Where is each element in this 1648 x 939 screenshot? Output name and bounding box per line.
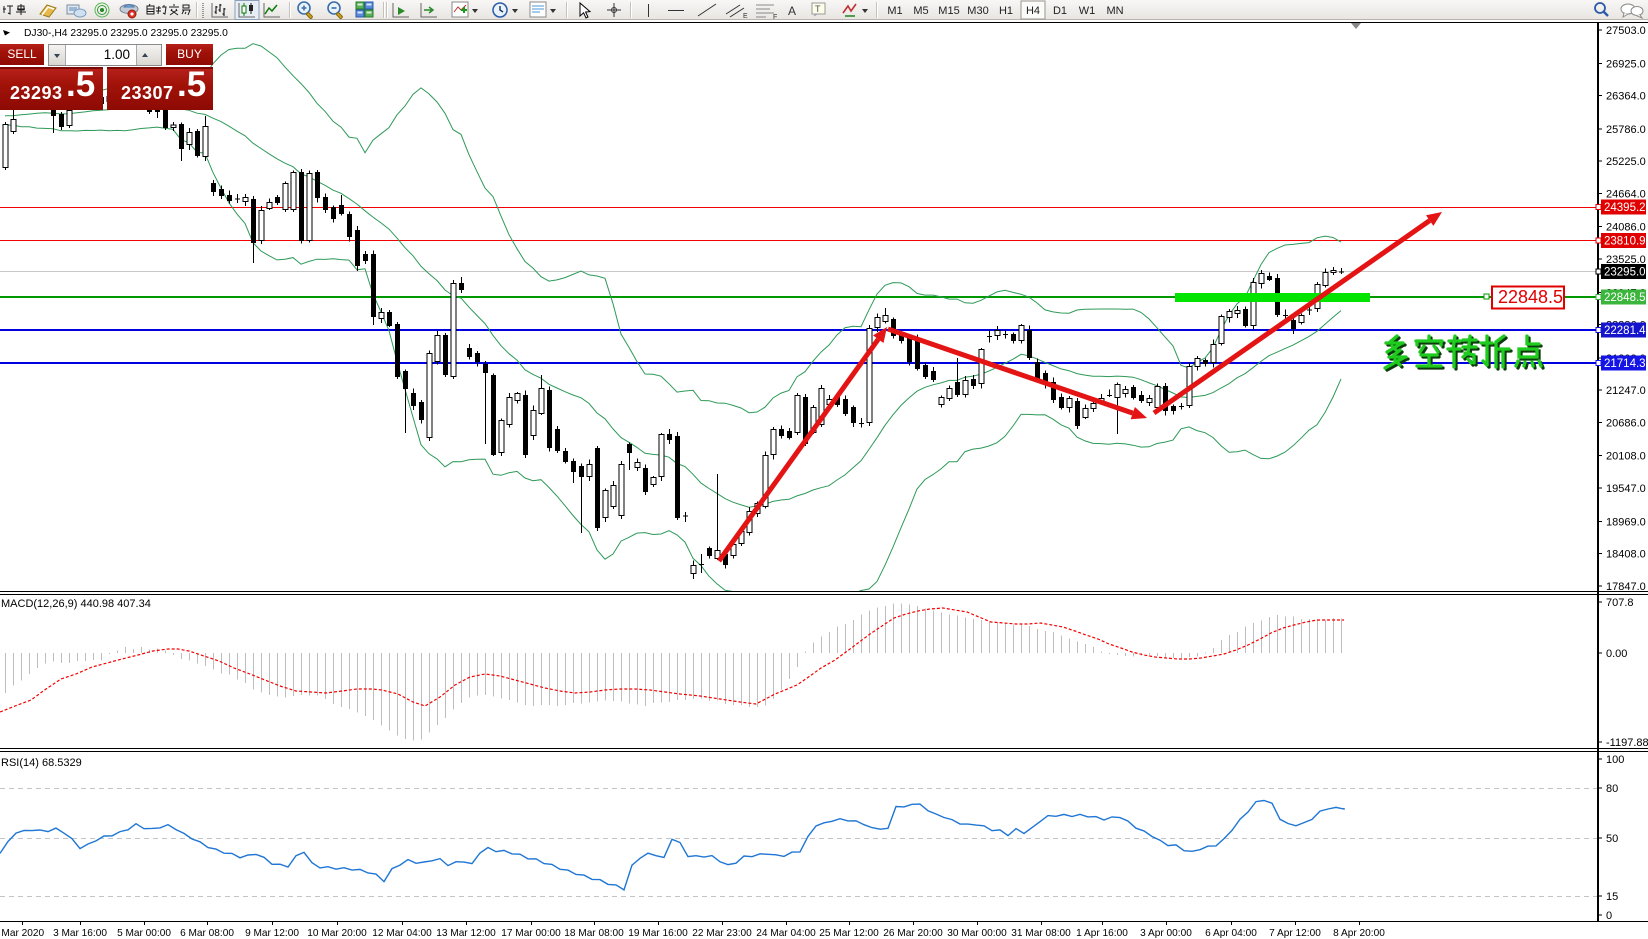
svg-text:24 Mar 04:00: 24 Mar 04:00: [756, 928, 816, 939]
svg-text:MACD(12,26,9) 440.98 407.34: MACD(12,26,9) 440.98 407.34: [1, 598, 151, 610]
svg-text:10 Mar 20:00: 10 Mar 20:00: [307, 928, 367, 939]
svg-text:8 Apr 20:00: 8 Apr 20:00: [1333, 928, 1385, 939]
svg-text:20108.0: 20108.0: [1606, 451, 1646, 463]
svg-text:18408.0: 18408.0: [1606, 549, 1646, 561]
svg-text:0.00: 0.00: [1606, 648, 1627, 660]
svg-text:1 Apr 16:00: 1 Apr 16:00: [1076, 928, 1128, 939]
svg-text:9 Mar 12:00: 9 Mar 12:00: [245, 928, 299, 939]
svg-text:3 Mar 16:00: 3 Mar 16:00: [53, 928, 107, 939]
svg-text:21714.3: 21714.3: [1604, 358, 1646, 370]
svg-text:T: T: [815, 4, 821, 14]
svg-text:22 Mar 23:00: 22 Mar 23:00: [692, 928, 752, 939]
svg-text:26364.0: 26364.0: [1606, 91, 1646, 103]
svg-text:20686.0: 20686.0: [1606, 417, 1646, 429]
svg-text:17847.0: 17847.0: [1606, 581, 1646, 593]
svg-text:3 Apr 00:00: 3 Apr 00:00: [1140, 928, 1192, 939]
svg-text:19 Mar 16:00: 19 Mar 16:00: [628, 928, 688, 939]
svg-text:22848.5: 22848.5: [1604, 292, 1646, 304]
svg-text:22848.5: 22848.5: [1498, 287, 1563, 307]
svg-text:RSI(14) 68.5329: RSI(14) 68.5329: [1, 757, 82, 769]
svg-text:707.8: 707.8: [1606, 597, 1634, 609]
svg-text:18969.0: 18969.0: [1606, 516, 1646, 528]
svg-text:0: 0: [1606, 910, 1612, 922]
svg-text:5 Mar 00:00: 5 Mar 00:00: [117, 928, 171, 939]
svg-text:19547.0: 19547.0: [1606, 483, 1646, 495]
svg-text:W1: W1: [1079, 5, 1096, 17]
svg-text:E: E: [743, 13, 748, 20]
svg-text:24395.2: 24395.2: [1604, 202, 1646, 214]
svg-text:25 Mar 12:00: 25 Mar 12:00: [819, 928, 879, 939]
svg-text:F: F: [773, 14, 777, 21]
svg-text:31 Mar 08:00: 31 Mar 08:00: [1011, 928, 1071, 939]
svg-text:17 Mar 00:00: 17 Mar 00:00: [501, 928, 561, 939]
svg-text:13 Mar 12:00: 13 Mar 12:00: [436, 928, 496, 939]
svg-text:DJ30-,H4 23295.0 23295.0 2329: DJ30-,H4 23295.0 23295.0 23295.0 23295.0: [24, 28, 228, 39]
svg-text:M15: M15: [938, 5, 959, 17]
svg-text:27503.0: 27503.0: [1606, 25, 1646, 37]
svg-text:M5: M5: [913, 5, 928, 17]
svg-text:23295.0: 23295.0: [1604, 267, 1646, 279]
svg-text:50: 50: [1606, 833, 1618, 845]
svg-text:24664.0: 24664.0: [1606, 188, 1646, 200]
svg-text:6 Mar 08:00: 6 Mar 08:00: [180, 928, 234, 939]
svg-text:26 Mar 20:00: 26 Mar 20:00: [883, 928, 943, 939]
svg-text:30 Mar 00:00: 30 Mar 00:00: [947, 928, 1007, 939]
svg-text:2 Mar 2020: 2 Mar 2020: [0, 928, 44, 939]
svg-text:H4: H4: [1026, 5, 1040, 17]
svg-text:7 Apr 12:00: 7 Apr 12:00: [1269, 928, 1321, 939]
svg-text:24086.0: 24086.0: [1606, 222, 1646, 234]
svg-text:25786.0: 25786.0: [1606, 124, 1646, 136]
svg-text:H1: H1: [999, 5, 1013, 17]
svg-text:23810.9: 23810.9: [1604, 236, 1646, 248]
svg-text:25225.0: 25225.0: [1606, 156, 1646, 168]
svg-text:18 Mar 08:00: 18 Mar 08:00: [564, 928, 624, 939]
svg-text:6 Apr 04:00: 6 Apr 04:00: [1205, 928, 1257, 939]
svg-text:MN: MN: [1106, 5, 1123, 17]
svg-text:23525.0: 23525.0: [1606, 254, 1646, 266]
svg-text:22281.4: 22281.4: [1604, 325, 1646, 337]
svg-text:M30: M30: [967, 5, 988, 17]
svg-text:D1: D1: [1053, 5, 1067, 17]
svg-text:A: A: [788, 4, 796, 18]
svg-text:-1197.88: -1197.88: [1606, 737, 1648, 749]
svg-text:26925.0: 26925.0: [1606, 58, 1646, 70]
svg-text:15: 15: [1606, 891, 1618, 903]
svg-text:M1: M1: [887, 5, 902, 17]
svg-text:21247.0: 21247.0: [1606, 385, 1646, 397]
svg-text:80: 80: [1606, 783, 1618, 795]
svg-text:12 Mar 04:00: 12 Mar 04:00: [372, 928, 432, 939]
svg-text:100: 100: [1606, 754, 1624, 766]
